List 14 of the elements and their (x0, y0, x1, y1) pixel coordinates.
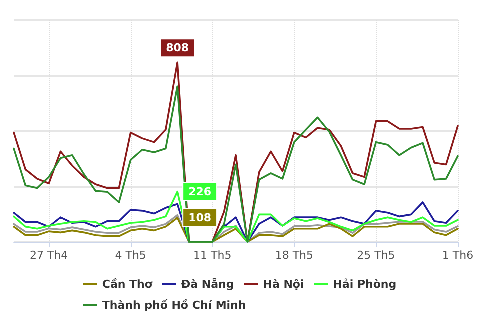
data-label: 226 (188, 185, 212, 198)
x-tick-label: 4 Th5 (115, 249, 146, 262)
data-label: 108 (188, 212, 212, 225)
x-tick-label: 11 Th5 (194, 249, 232, 262)
legend-label: Thành phố Hồ Chí Minh (102, 299, 246, 312)
legend-label: Đà Nẵng (181, 278, 234, 291)
x-tick-label: 18 Th5 (275, 249, 314, 262)
legend-label: Hải Phòng (333, 278, 397, 291)
x-tick-label: 27 Th4 (30, 249, 68, 262)
legend-label: Cần Thơ (102, 278, 153, 291)
x-tick-label: 25 Th5 (357, 249, 396, 262)
legend-label: Hà Nội (263, 278, 304, 291)
x-tick-label: 1 Th6 (442, 249, 474, 262)
data-label: 808 (166, 42, 190, 55)
